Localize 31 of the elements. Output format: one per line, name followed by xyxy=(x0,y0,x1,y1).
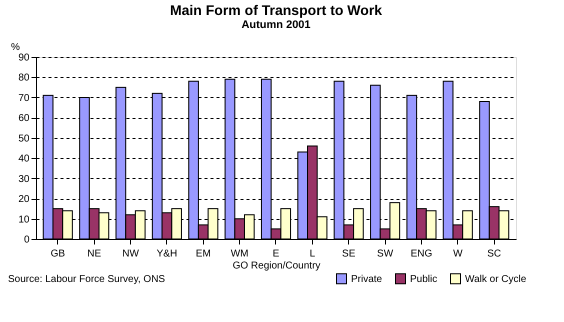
x-tick-label: GB xyxy=(50,248,66,260)
y-tick-label: 10 xyxy=(18,214,30,226)
x-tick-label: EM xyxy=(196,248,211,260)
y-tick-label: 20 xyxy=(18,194,30,206)
chart-title: Main Form of Transport to Work xyxy=(170,2,382,18)
y-axis-title: % xyxy=(11,42,20,53)
y-tick-label: 80 xyxy=(18,72,30,84)
y-tick-label: 90 xyxy=(18,52,30,64)
y-tick-label: 0 xyxy=(24,234,30,246)
legend-label: Public xyxy=(410,274,438,285)
y-tick-label: 60 xyxy=(18,113,30,124)
x-tick-label: SW xyxy=(377,248,394,260)
source-note: Source: Labour Force Survey, ONS xyxy=(8,274,166,285)
chart-subtitle: Autumn 2001 xyxy=(241,19,311,31)
x-tick-label: Y&H xyxy=(156,248,178,260)
x-tick-label: L xyxy=(310,248,316,260)
x-axis-title: GO Region/Country xyxy=(232,260,320,272)
legend-label: Private xyxy=(351,274,383,285)
y-tick-label: 40 xyxy=(18,154,30,165)
x-tick-label: E xyxy=(272,248,280,260)
legend-label: Walk or Cycle xyxy=(465,274,527,285)
x-tick-label: NW xyxy=(122,248,140,260)
y-tick-label: 70 xyxy=(18,92,30,104)
x-tick-label: SE xyxy=(342,248,356,260)
x-tick-label: WM xyxy=(230,248,249,260)
x-tick-label: SC xyxy=(487,248,502,260)
y-tick-label: 50 xyxy=(18,133,30,144)
y-tick-label: 30 xyxy=(18,174,30,185)
x-tick-label: NE xyxy=(87,248,102,260)
x-tick-label: W xyxy=(453,248,464,260)
x-tick-label: ENG xyxy=(410,248,433,260)
